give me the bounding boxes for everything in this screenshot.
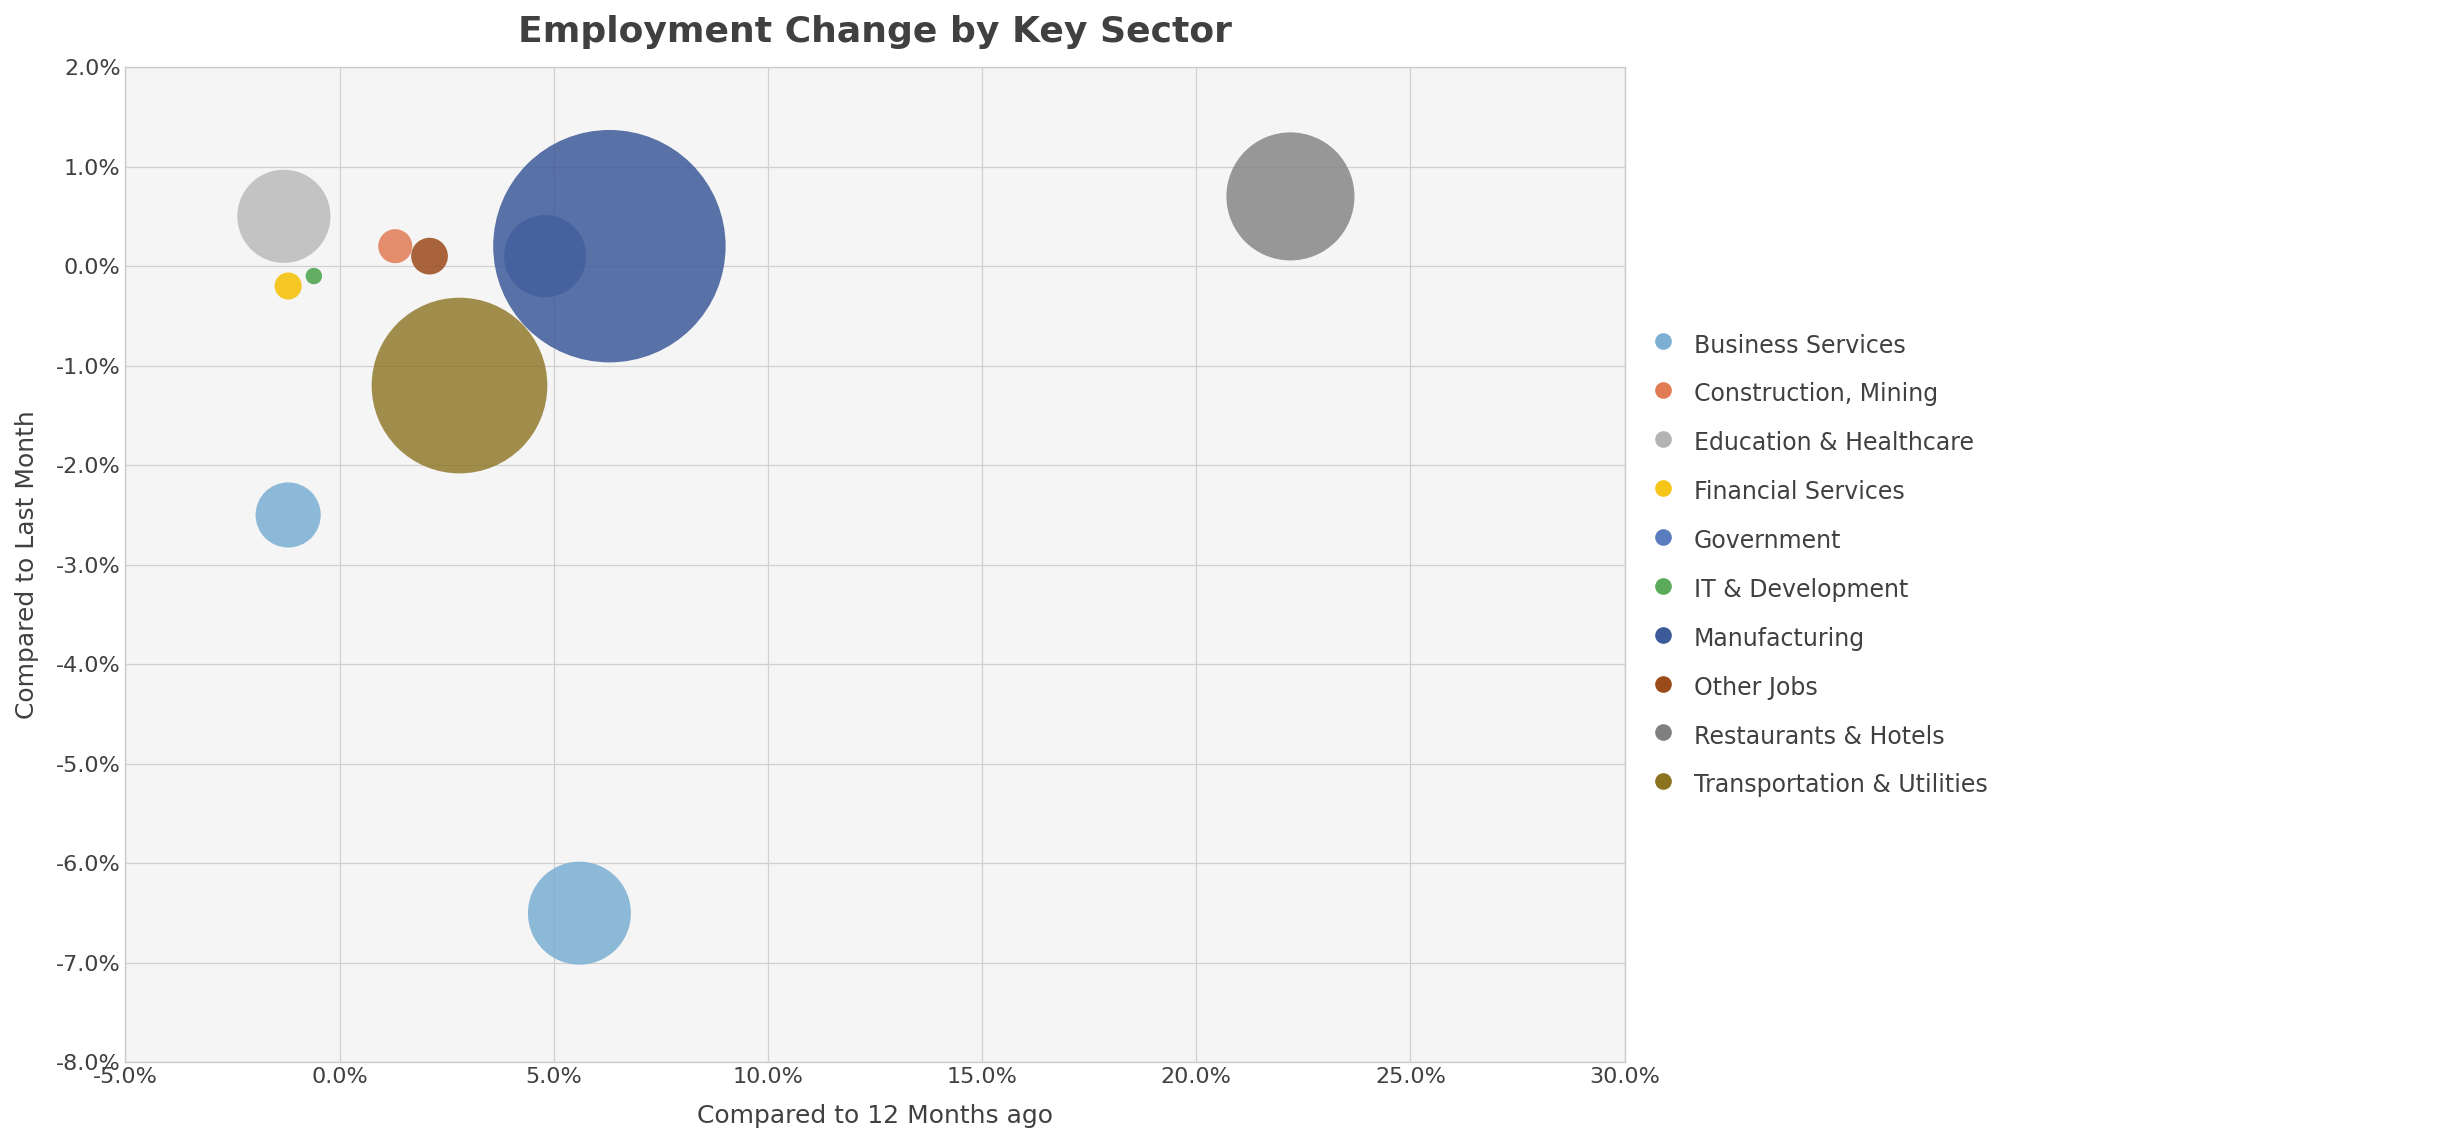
Point [560, 904, 600, 922]
Legend: Business Services, Construction, Mining, Education & Healthcare, Financial Servi: Business Services, Construction, Mining,… [1652, 330, 1987, 799]
Y-axis label: Compared to Last Month: Compared to Last Month [15, 410, 39, 719]
Point [269, 277, 308, 295]
Title: Employment Change by Key Sector: Employment Change by Key Sector [519, 15, 1231, 49]
Point [411, 247, 450, 265]
Point [440, 376, 480, 394]
Point [1270, 187, 1309, 206]
Point [294, 267, 333, 286]
Point [264, 207, 303, 225]
Point [590, 237, 629, 255]
Point [526, 247, 565, 265]
Point [269, 506, 308, 525]
Point [377, 237, 416, 255]
X-axis label: Compared to 12 Months ago: Compared to 12 Months ago [697, 1104, 1052, 1128]
